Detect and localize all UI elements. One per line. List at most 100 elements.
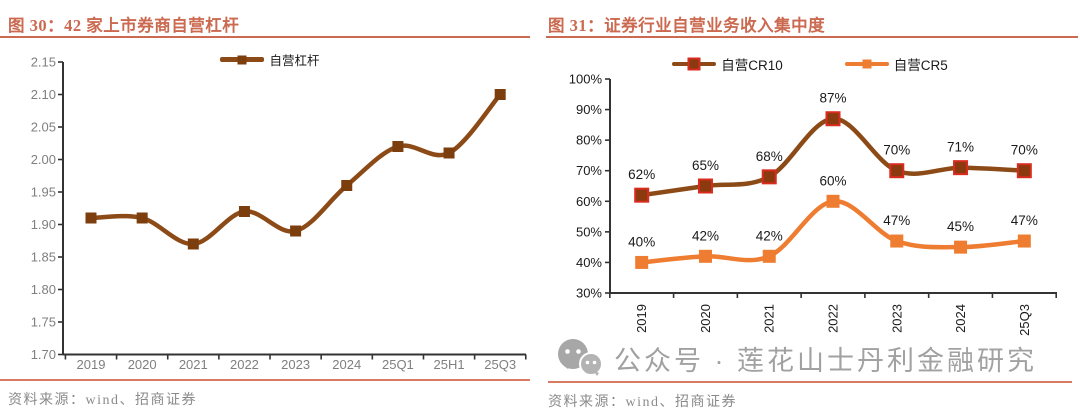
data-point-marker (889, 163, 905, 179)
wechat-icon (558, 339, 603, 376)
y-tick-label: 1.80 (31, 282, 56, 297)
y-tick-label: 1.75 (31, 315, 56, 330)
x-tick-label: 25Q3 (1017, 304, 1032, 336)
x-tick-label: 2020 (698, 304, 713, 333)
watermark: 公众号 · 莲花山士丹利金融研究 (556, 337, 1037, 379)
data-point-marker (238, 206, 250, 217)
footer-separator (548, 381, 1072, 383)
footer-separator (0, 379, 530, 381)
y-tick-label: 1.85 (31, 250, 56, 265)
data-label: 71% (947, 140, 974, 155)
data-point-marker (890, 234, 904, 248)
y-tick-label: 70% (576, 163, 602, 178)
y-tick-label: 60% (576, 194, 602, 209)
data-label: 70% (883, 143, 910, 158)
data-point-marker (954, 240, 968, 254)
y-tick-label: 30% (576, 286, 602, 301)
x-tick-label: 2021 (179, 357, 208, 372)
data-label: 87% (819, 91, 846, 106)
figure-30-legend: 自营杠杆 (0, 50, 540, 69)
data-point-marker (826, 194, 840, 208)
data-point-marker (762, 249, 776, 263)
legend-marker (862, 59, 872, 69)
data-point-marker (634, 187, 650, 203)
figure-31-legend: 自营CR10 自营CR5 (540, 54, 1080, 74)
data-label: 40% (628, 234, 655, 249)
x-tick-label: 2022 (230, 357, 259, 372)
x-tick-label: 2019 (77, 357, 106, 372)
x-tick-label: 2024 (332, 357, 361, 372)
title-underline (0, 36, 530, 38)
figure-31: 图 31：证券行业自营业务收入集中度 自营CR10 自营CR5 100% 90% 80… (540, 0, 1080, 415)
data-point-marker (341, 180, 353, 191)
y-tick-label: 2.05 (31, 120, 56, 135)
figure-31-source: 资料来源：wind、招商证券 (548, 395, 737, 410)
x-tick-label: 25Q3 (484, 357, 516, 372)
legend-marker (687, 57, 701, 71)
data-point-marker (825, 111, 841, 127)
y-tick-label: 1.90 (31, 217, 56, 232)
data-point-marker (136, 212, 148, 224)
y-tick-label: 2.15 (31, 55, 56, 70)
x-tick-label: 2021 (762, 304, 777, 333)
legend-line-swatch (672, 57, 717, 71)
figure-30-source: 资料来源：wind、招商证券 (8, 393, 197, 408)
data-point-marker (1016, 163, 1032, 179)
figure-31-title: 图 31：证券行业自营业务收入集中度 (548, 16, 826, 35)
y-tick-label: 50% (576, 224, 602, 239)
title-underline (546, 36, 1078, 38)
data-label: 47% (883, 213, 910, 228)
figure-30: 图 30：42 家上市券商自营杠杆 自营杠杆 2.15 2.10 2.05 2.00 1… (0, 16, 540, 408)
legend-item-自营CR10: 自营CR10 (672, 54, 783, 74)
x-tick-label: 2022 (826, 304, 841, 333)
y-tick-label: 80% (576, 133, 602, 148)
data-point-marker (443, 147, 455, 159)
x-tick-label: 2023 (281, 357, 310, 372)
x-tick-label: 25H1 (434, 357, 465, 372)
x-tick-label: 25Q1 (382, 357, 414, 372)
y-tick-label: 2.10 (31, 87, 56, 102)
data-point-marker (953, 160, 969, 176)
data-point-marker (494, 89, 506, 100)
y-tick-label: 90% (576, 102, 602, 117)
legend-marker (237, 55, 247, 64)
legend-label: 自营CR5 (893, 58, 948, 73)
data-point-marker (290, 225, 302, 237)
data-label: 42% (756, 228, 783, 243)
y-tick-label: 1.95 (31, 185, 56, 200)
data-label: 45% (947, 219, 974, 234)
data-label: 47% (1011, 213, 1038, 228)
figure-31-chart: 100% 90% 80% 70% 60% 50% 40% 30% 2019 2020 2021 202… (569, 72, 1058, 336)
data-label: 60% (819, 173, 846, 188)
data-label: 65% (692, 158, 719, 173)
watermark-text: 公众号 · 莲花山士丹利金融研究 (614, 345, 1037, 376)
x-tick-label: 2024 (953, 304, 968, 333)
data-point-marker (392, 141, 404, 152)
y-tick-label: 2.00 (31, 152, 56, 167)
x-tick-label: 2019 (634, 304, 649, 333)
data-point-marker (1017, 234, 1031, 248)
figure-30-chart: 2.15 2.10 2.05 2.00 1.95 1.90 1.85 1.80 1.75 1.70… (31, 55, 527, 372)
series-line-自营杠杆 (88, 92, 503, 247)
x-tick-label: 2020 (128, 357, 157, 372)
legend-label: 自营CR10 (721, 58, 783, 73)
legend-line-swatch (844, 59, 889, 69)
data-point-marker (697, 178, 713, 194)
y-tick-label: 100% (569, 72, 603, 87)
data-point-marker (698, 249, 712, 263)
data-point-marker (85, 212, 97, 224)
y-tick-label: 40% (576, 255, 602, 270)
legend-item-自营CR5: 自营CR5 (844, 54, 948, 74)
legend-item-自营杠杆: 自营杠杆 (220, 50, 320, 69)
data-label: 42% (692, 228, 719, 243)
figure-30-title: 图 30：42 家上市券商自营杠杆 (8, 16, 240, 35)
data-point-marker (187, 238, 199, 250)
data-point-marker (761, 169, 777, 185)
data-label: 68% (756, 149, 783, 164)
legend-line-swatch (220, 55, 265, 64)
legend-label: 自营杠杆 (269, 54, 320, 68)
data-point-marker (635, 255, 649, 269)
y-tick-label: 1.70 (31, 347, 56, 362)
data-label: 70% (1011, 143, 1038, 158)
